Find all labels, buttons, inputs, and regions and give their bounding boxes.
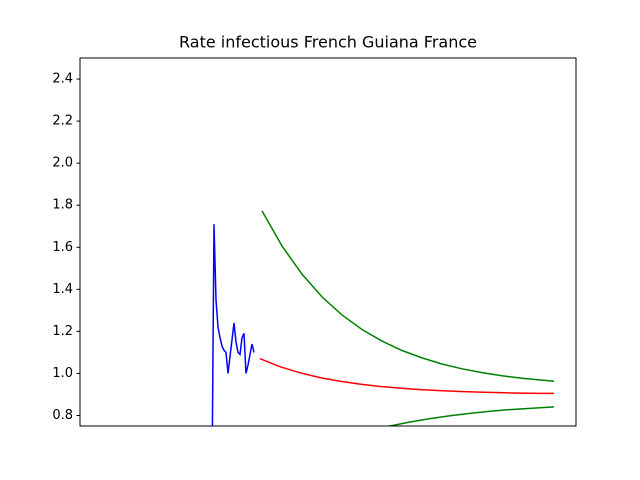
line (259, 358, 554, 395)
y-tick-label: 1.6 (52, 240, 73, 255)
y-tick-label: 1.8 (52, 198, 73, 213)
chart-title: Rate infectious French Guiana France (179, 33, 477, 52)
y-tick-label: 1.2 (52, 324, 73, 339)
axes-frame (79, 57, 577, 427)
y-tick-label: 1.4 (52, 282, 73, 297)
line (386, 406, 555, 426)
y-tick-label: 0.8 (52, 408, 73, 423)
y-tick-label: 2.0 (52, 156, 73, 171)
y-tick-label: 2.4 (52, 72, 73, 87)
line (211, 224, 255, 426)
line (261, 210, 555, 382)
y-tick-label: 2.2 (52, 114, 73, 129)
plot-area (211, 210, 555, 426)
y-tick-label: 1.0 (52, 366, 73, 381)
